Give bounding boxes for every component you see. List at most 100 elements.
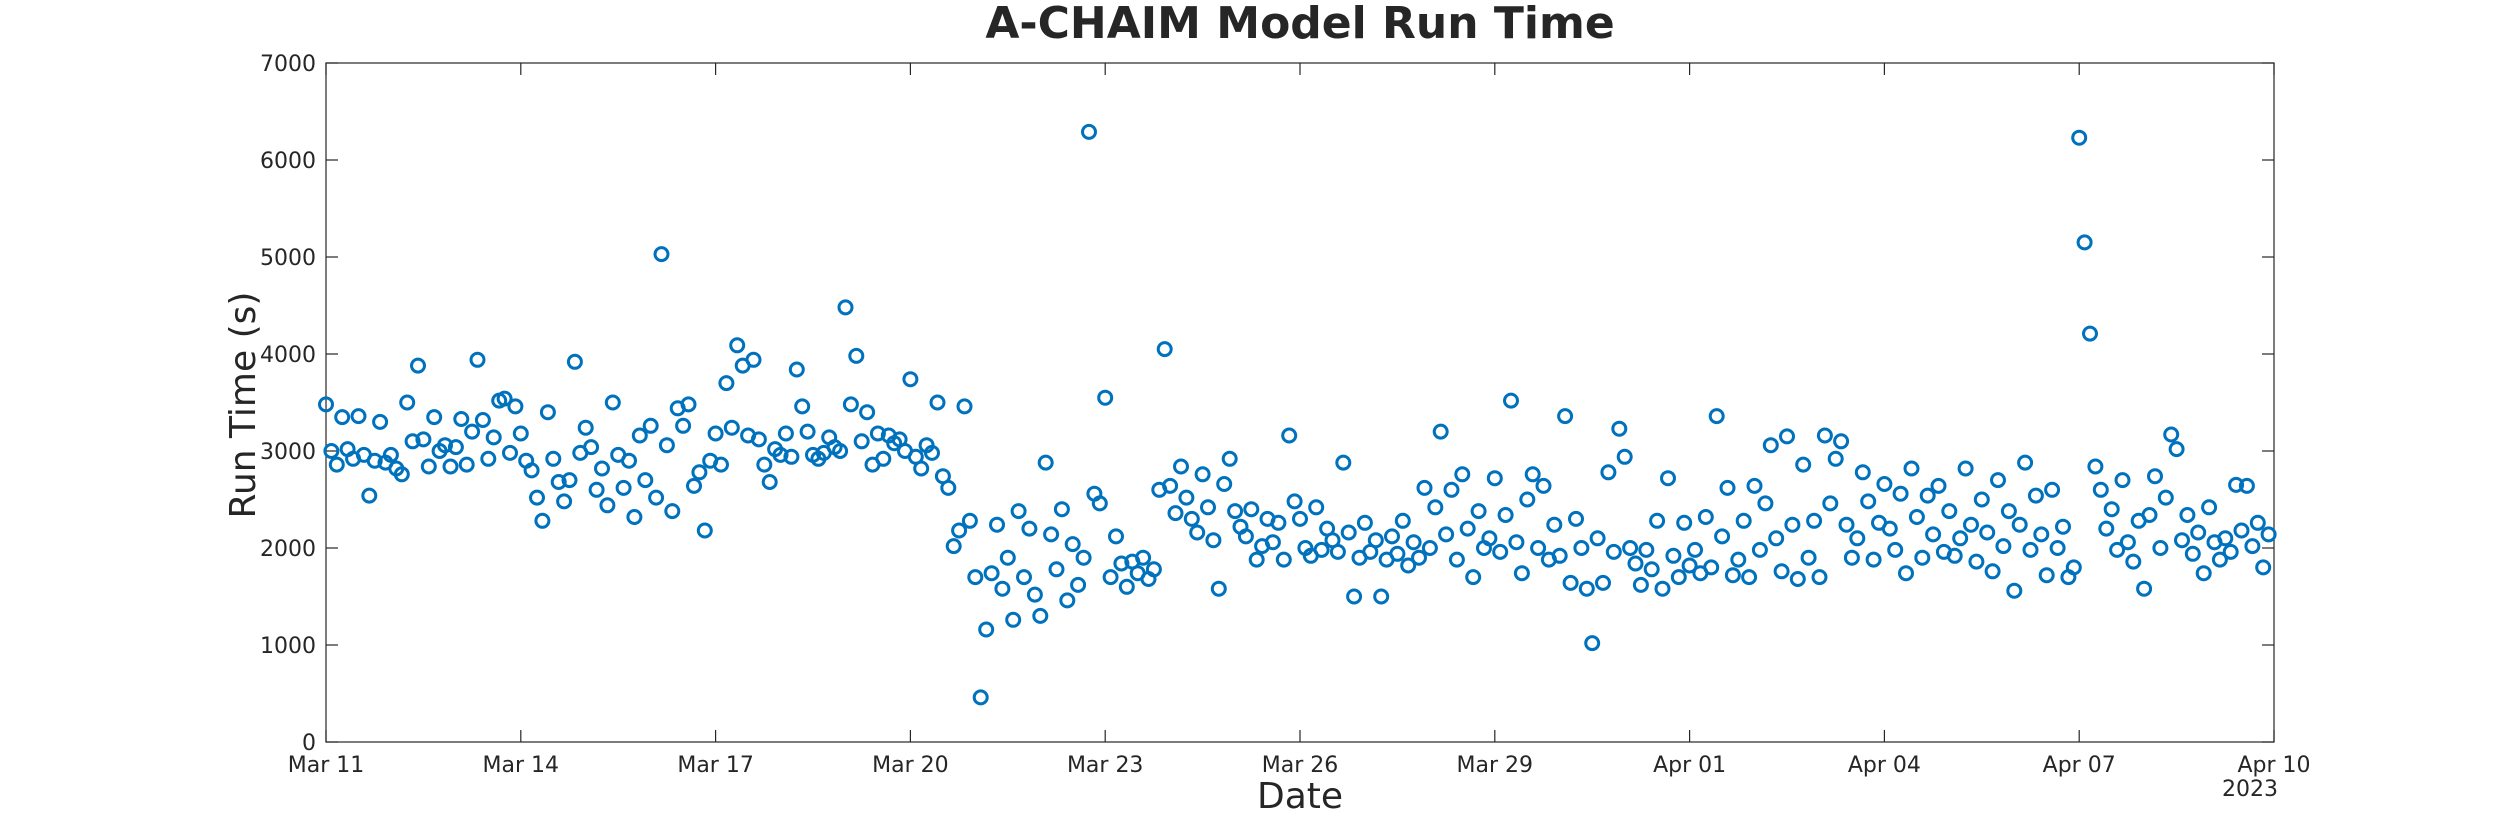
data-point bbox=[1865, 551, 1882, 568]
data-point bbox=[604, 394, 621, 411]
data-point bbox=[1394, 512, 1411, 529]
data-point bbox=[1102, 569, 1119, 586]
data-point bbox=[496, 390, 513, 407]
data-point bbox=[2201, 499, 2218, 516]
data-point bbox=[1952, 530, 1969, 547]
data-point bbox=[1503, 392, 1519, 409]
data-point bbox=[594, 460, 610, 477]
data-point bbox=[729, 337, 746, 354]
data-point bbox=[393, 466, 410, 483]
data-point bbox=[1389, 545, 1406, 562]
data-point bbox=[648, 489, 665, 506]
data-point bbox=[1741, 569, 1758, 586]
x-tick-label: Apr 10 bbox=[2237, 753, 2310, 778]
data-point bbox=[2017, 454, 2034, 471]
data-point bbox=[1779, 428, 1795, 445]
data-point bbox=[723, 419, 740, 436]
data-point bbox=[1973, 491, 1990, 508]
data-point bbox=[2249, 514, 2266, 531]
data-point bbox=[453, 411, 470, 427]
data-point bbox=[2076, 234, 2093, 251]
data-point bbox=[1849, 530, 1866, 547]
y-tick-label: 2000 bbox=[260, 537, 316, 562]
data-point bbox=[1037, 454, 1054, 471]
data-point bbox=[626, 509, 643, 525]
data-point bbox=[664, 503, 681, 520]
data-point bbox=[967, 569, 984, 586]
data-point bbox=[1492, 543, 1509, 560]
data-point bbox=[994, 580, 1011, 597]
data-point bbox=[750, 431, 767, 448]
data-point bbox=[539, 404, 556, 421]
data-point bbox=[680, 396, 697, 413]
data-point bbox=[1714, 528, 1731, 545]
x-tick-label: Apr 04 bbox=[1848, 753, 1921, 778]
x-tick-label: Mar 23 bbox=[1067, 753, 1144, 778]
data-point bbox=[2179, 507, 2196, 523]
data-point bbox=[2168, 441, 2185, 458]
data-point bbox=[1459, 520, 1476, 537]
x-tick-label: Apr 07 bbox=[2043, 753, 2116, 778]
data-point bbox=[1513, 565, 1530, 582]
data-point bbox=[983, 565, 1000, 582]
data-point bbox=[1600, 464, 1617, 481]
data-point bbox=[1081, 123, 1097, 140]
data-point bbox=[464, 423, 481, 440]
data-point bbox=[1638, 541, 1655, 558]
data-point bbox=[469, 351, 486, 368]
data-point bbox=[502, 444, 518, 461]
data-point bbox=[788, 361, 805, 378]
data-point bbox=[1053, 501, 1070, 518]
data-point bbox=[1784, 516, 1801, 533]
data-point bbox=[1762, 437, 1779, 454]
data-point bbox=[1898, 565, 1914, 582]
data-point bbox=[480, 450, 497, 467]
data-point bbox=[718, 375, 735, 392]
data-point bbox=[2103, 501, 2120, 518]
chart-title: A-CHAIM Model Run Time bbox=[985, 0, 1614, 49]
data-point bbox=[1908, 509, 1925, 525]
data-point bbox=[2082, 325, 2098, 342]
data-point bbox=[1578, 580, 1595, 597]
data-point bbox=[366, 452, 383, 469]
data-point bbox=[2022, 541, 2039, 558]
data-point bbox=[951, 522, 968, 539]
data-point bbox=[696, 522, 713, 539]
data-point bbox=[1887, 541, 1904, 558]
data-point bbox=[382, 446, 399, 463]
data-point bbox=[420, 458, 437, 475]
data-point bbox=[2071, 129, 2088, 146]
data-point bbox=[426, 409, 443, 426]
data-point bbox=[1622, 540, 1639, 556]
data-point bbox=[869, 425, 886, 442]
data-point bbox=[1021, 520, 1038, 537]
data-point bbox=[1627, 555, 1644, 572]
data-point bbox=[1048, 561, 1065, 578]
data-point bbox=[561, 472, 578, 489]
data-point bbox=[2163, 426, 2180, 443]
data-point bbox=[853, 433, 870, 450]
data-point bbox=[902, 371, 919, 388]
data-point bbox=[1941, 503, 1958, 520]
data-point bbox=[1546, 516, 1563, 533]
data-point bbox=[929, 394, 946, 411]
x-tick-label: Mar 14 bbox=[483, 753, 560, 778]
data-point bbox=[1676, 514, 1693, 531]
data-point bbox=[1687, 541, 1703, 558]
data-point bbox=[1405, 534, 1422, 551]
data-point bbox=[1903, 460, 1920, 477]
data-point bbox=[1616, 448, 1633, 465]
data-point bbox=[1443, 481, 1460, 498]
data-point bbox=[1275, 551, 1292, 568]
data-point bbox=[1108, 528, 1124, 545]
data-point bbox=[1135, 549, 1152, 566]
data-point bbox=[1508, 534, 1525, 551]
data-point bbox=[1773, 563, 1790, 580]
data-point bbox=[859, 404, 876, 421]
data-point bbox=[1605, 543, 1622, 560]
data-point bbox=[1719, 479, 1736, 496]
data-point bbox=[777, 425, 794, 442]
x-tick-label: Mar 17 bbox=[677, 753, 754, 778]
y-tick-label: 4000 bbox=[260, 343, 316, 368]
data-point bbox=[566, 353, 583, 370]
